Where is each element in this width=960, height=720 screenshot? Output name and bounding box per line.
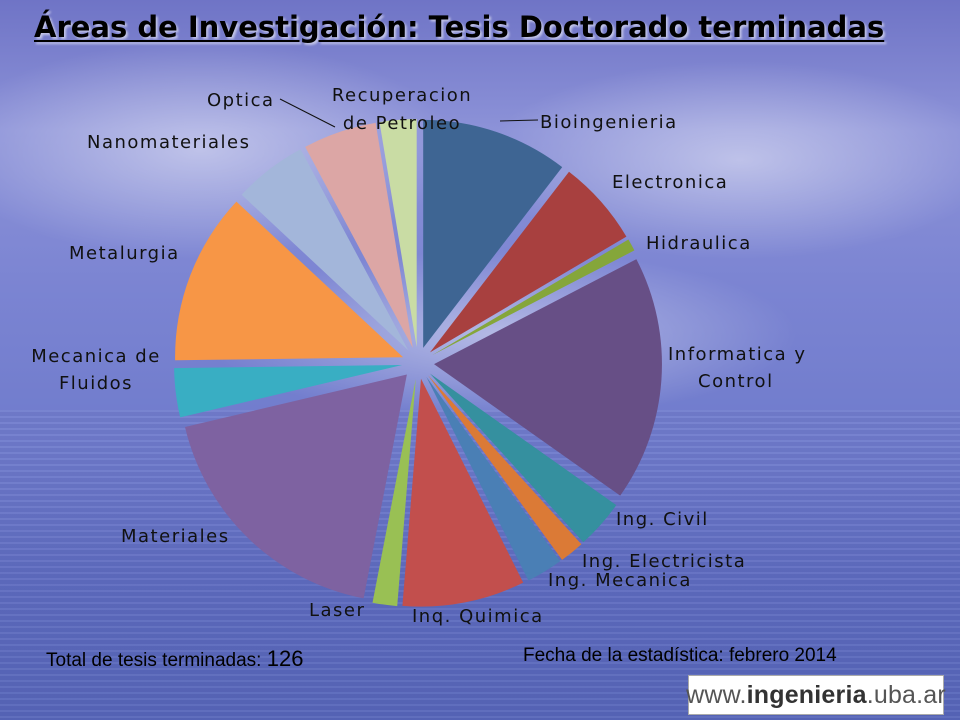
slice-labels: Bioingenieria Electronica Hidraulica Inform… bbox=[31, 85, 807, 627]
logo-suffix: .uba.ar bbox=[866, 680, 946, 709]
slice-label-laser: Laser bbox=[309, 600, 365, 621]
slice-label-materiales: Materiales bbox=[121, 526, 230, 547]
ingenieria-uba-logo[interactable]: www. ingenieria .uba.ar bbox=[686, 675, 946, 715]
pie-slice-hidraulica bbox=[432, 239, 635, 356]
slice-label-informatica-y-control: Informatica y Control bbox=[668, 344, 807, 392]
slice-label-nanomateriales: Nanomateriales bbox=[87, 132, 251, 153]
pie-slice-metalurgia bbox=[175, 201, 404, 361]
pie-slice-inq-quimica bbox=[402, 378, 524, 607]
slice-label-bioingenieria: Bioingenieria bbox=[540, 112, 678, 133]
page-title: Áreas de Investigación: Tesis Doctorado … bbox=[34, 10, 885, 44]
slice-label-optica: Optica bbox=[207, 90, 275, 111]
total-theses: Total de tesis terminadas: 126 bbox=[46, 646, 303, 672]
pie-slice-electronica bbox=[430, 171, 627, 353]
total-label: Total de tesis terminadas: bbox=[46, 650, 267, 671]
logo-prefix: www. bbox=[686, 680, 747, 709]
slice-label-electronica: Electronica bbox=[612, 172, 728, 193]
pie-slice-ing-mecanica bbox=[426, 376, 561, 581]
slice-label-hidraulica: Hidraulica bbox=[646, 233, 752, 254]
pie-slices bbox=[174, 119, 662, 607]
leader-lines bbox=[279, 98, 539, 128]
slice-label-recuperacion-de-petroleo: Recuperacion de Petroleo bbox=[332, 85, 472, 134]
pie-slice-laser bbox=[372, 378, 416, 607]
total-value: 126 bbox=[266, 646, 304, 671]
leader-line-bioingenieria bbox=[499, 119, 539, 122]
slice-label-ing-civil: Ing. Civil bbox=[616, 509, 709, 530]
pie-slice-optica bbox=[305, 122, 413, 348]
pie-slice-ing-electricista bbox=[428, 375, 582, 560]
pie-slice-nanomateriales bbox=[241, 149, 409, 351]
pie-slice-bioingenieria bbox=[423, 119, 563, 348]
leader-line-optica bbox=[279, 98, 336, 128]
slice-label-mecanica-de-fluidos: Mecanica de Fluidos bbox=[31, 346, 161, 394]
pie-slice-mecanica-de-fluidos bbox=[174, 365, 403, 418]
pie-slice-ing-civil bbox=[430, 373, 617, 543]
statistics-date: Fecha de la estadística: febrero 2014 bbox=[523, 645, 837, 666]
pie-slice-materiales bbox=[185, 374, 407, 599]
slice-label-inq-quimica: Inq. Quimica bbox=[412, 606, 544, 627]
pie-slice-informatica-y-control bbox=[434, 259, 662, 496]
slice-label-metalurgia: Metalurgia bbox=[69, 243, 180, 264]
pie-slice-recuperacion-de-petroleo bbox=[379, 119, 417, 348]
slice-label-ing-electricista: Ing. Electricista bbox=[582, 551, 746, 572]
pie-chart: Bioingenieria Electronica Hidraulica Inform… bbox=[31, 85, 807, 627]
logo-brand: ingenieria bbox=[746, 680, 867, 709]
slice-label-ing-mecanica: Ing. Mecanica bbox=[548, 570, 692, 591]
